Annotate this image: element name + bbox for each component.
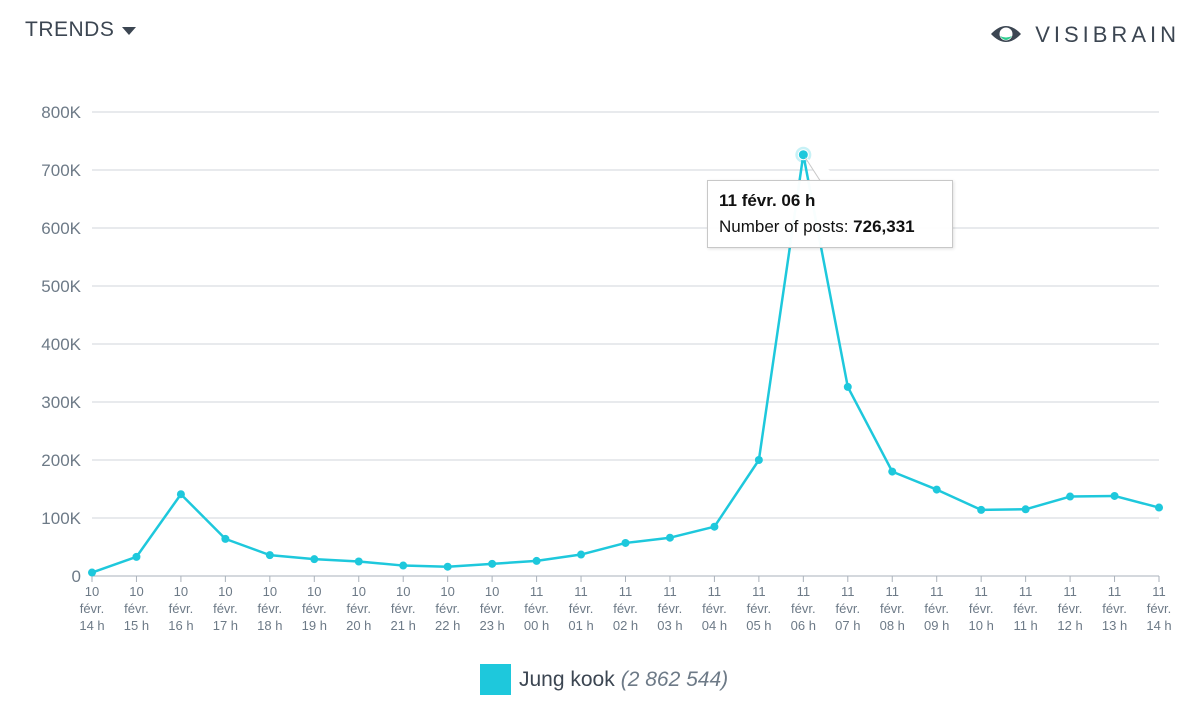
- visibrain-logo: VISIBRAIN: [989, 22, 1180, 48]
- data-point[interactable]: [932, 485, 941, 494]
- y-tick-label: 300K: [41, 393, 81, 412]
- y-tick-label: 500K: [41, 277, 81, 296]
- data-point[interactable]: [354, 557, 363, 566]
- data-point[interactable]: [797, 149, 809, 161]
- data-point[interactable]: [1066, 492, 1075, 501]
- y-tick-label: 400K: [41, 335, 81, 354]
- x-tick-label: 10 févr. 23 h: [479, 584, 504, 633]
- x-tick-label: 10 févr. 18 h: [257, 584, 282, 633]
- data-point[interactable]: [265, 551, 274, 560]
- x-tick-label: 11 févr. 10 h: [969, 584, 994, 633]
- data-point[interactable]: [132, 552, 141, 561]
- data-point[interactable]: [221, 534, 230, 543]
- trends-line-chart: 0 100K 200K 300K 400K 500K 600K 700K 800K 10 févr…: [41, 103, 1172, 633]
- legend-series-name: Jung kook: [519, 667, 615, 691]
- eye-logo-icon: [991, 26, 1022, 42]
- y-tick-label: 600K: [41, 219, 81, 238]
- y-tick-label: 700K: [41, 161, 81, 180]
- y-axis: 0 100K 200K 300K 400K 500K 600K 700K 800K: [41, 103, 81, 586]
- x-tick-label: 10 févr. 19 h: [302, 584, 327, 633]
- x-tick-label: 10 févr. 16 h: [168, 584, 193, 633]
- x-tick-label: 11 févr. 03 h: [657, 584, 682, 633]
- x-tick-label: 11 févr. 14 h: [1146, 584, 1171, 633]
- x-tick-label: 10 févr. 17 h: [213, 584, 238, 633]
- data-point[interactable]: [1021, 505, 1030, 514]
- data-point[interactable]: [621, 538, 630, 547]
- y-tick-label: 100K: [41, 509, 81, 528]
- data-point[interactable]: [577, 550, 586, 559]
- x-tick-label: 10 févr. 15 h: [124, 584, 149, 633]
- caret-down-icon: [122, 27, 137, 35]
- x-tick-label: 11 févr. 04 h: [702, 584, 727, 633]
- x-tick-label: 11 févr. 05 h: [746, 584, 771, 633]
- data-point[interactable]: [843, 382, 852, 391]
- legend-swatch: [480, 664, 511, 695]
- tooltip-body: Number of posts: 726,331: [719, 217, 941, 237]
- data-point[interactable]: [532, 556, 541, 565]
- x-tick-label: 11 févr. 11 h: [1013, 584, 1038, 633]
- data-point[interactable]: [1110, 491, 1119, 500]
- data-point[interactable]: [754, 456, 763, 464]
- tooltip-label: Number of posts:: [719, 217, 854, 236]
- tooltip-pointer: [804, 157, 851, 182]
- x-tick-label: 10 févr. 20 h: [346, 584, 371, 633]
- y-tick-label: 200K: [41, 451, 81, 470]
- data-point[interactable]: [88, 568, 96, 577]
- x-tick-label: 11 févr. 00 h: [524, 584, 549, 633]
- legend-series-total: (2 862 544): [620, 667, 729, 691]
- data-point[interactable]: [977, 505, 986, 514]
- x-tick-label: 11 févr. 09 h: [924, 584, 949, 633]
- series-layer: [88, 146, 1163, 577]
- x-axis: 10 févr. 14 h 10 févr. 15 h 10 févr. 16 h 10 févr.…: [79, 576, 1172, 633]
- data-point[interactable]: [399, 561, 408, 570]
- x-tick-label: 10 févr. 14 h: [79, 584, 104, 633]
- trends-title: TRENDS: [25, 18, 115, 41]
- x-tick-label: 11 févr. 13 h: [1102, 584, 1127, 633]
- data-point[interactable]: [443, 562, 452, 571]
- x-tick-label: 11 févr. 01 h: [568, 584, 593, 633]
- x-tick-label: 10 févr. 22 h: [435, 584, 460, 633]
- data-point[interactable]: [710, 522, 719, 531]
- data-point[interactable]: [1155, 503, 1163, 512]
- x-tick-label: 11 févr. 12 h: [1057, 584, 1082, 633]
- trends-dropdown[interactable]: TRENDS: [25, 18, 137, 42]
- tooltip-title: 11 févr. 06 h: [719, 191, 816, 210]
- logo-text: VISIBRAIN: [1035, 22, 1180, 47]
- legend-item-jung-kook[interactable]: Jung kook (2 862 544): [480, 664, 728, 695]
- y-tick-label: 0: [72, 567, 81, 586]
- chart-tooltip: 11 févr. 06 h Number of posts: 726,331: [707, 180, 953, 248]
- x-tick-label: 11 févr. 06 h: [791, 584, 816, 633]
- x-tick-label: 11 févr. 08 h: [880, 584, 905, 633]
- grid-layer: [92, 111, 1159, 577]
- y-tick-label: 800K: [41, 103, 81, 122]
- tooltip-value: 726,331: [853, 217, 915, 236]
- data-point[interactable]: [665, 533, 674, 542]
- x-tick-label: 11 févr. 02 h: [613, 584, 638, 633]
- data-point[interactable]: [888, 467, 897, 476]
- data-point[interactable]: [310, 555, 319, 564]
- data-point[interactable]: [488, 559, 497, 568]
- series-line: [91, 153, 1160, 574]
- data-point[interactable]: [176, 490, 185, 499]
- x-tick-label: 11 févr. 07 h: [835, 584, 860, 633]
- x-tick-label: 10 févr. 21 h: [391, 584, 416, 633]
